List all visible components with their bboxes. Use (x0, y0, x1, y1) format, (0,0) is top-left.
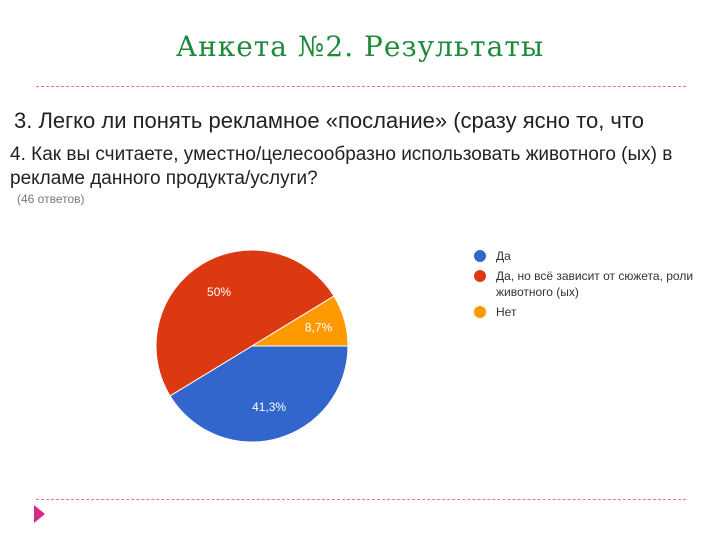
pie-slice-yes-label: 41,3% (252, 400, 286, 414)
bottom-divider (36, 499, 686, 500)
question-3-text: 3. Легко ли понять рекламное «послание» … (14, 108, 644, 133)
play-arrow-icon (34, 505, 45, 523)
legend-item-yes: Да (474, 248, 714, 264)
legend-swatch-no (474, 306, 486, 318)
question-4-text: 4. Как вы считаете, уместно/целесообразн… (10, 144, 673, 189)
legend-swatch-yes-depends (474, 270, 486, 282)
pie-slice-yes (169, 345, 349, 443)
response-count: (46 ответов) (17, 192, 85, 206)
legend-swatch-yes (474, 250, 486, 262)
slide-title: Анкета №2. Результаты (175, 30, 545, 63)
pie-slice-no (250, 295, 349, 347)
legend-label-yes-depends: Да, но всё зависит от сюжета, роли живот… (496, 269, 694, 299)
legend-label-yes: Да (496, 249, 511, 263)
legend-item-yes-depends: Да, но всё зависит от сюжета, роли живот… (474, 268, 714, 300)
top-divider (36, 86, 686, 87)
pie-slice-yes-depends-label: 50% (207, 285, 231, 299)
legend-label-no: Нет (496, 305, 517, 319)
pie-slice-no-label: 8,7% (305, 320, 333, 334)
pie-slice-yes-depends (155, 249, 335, 397)
legend-item-no: Нет (474, 304, 714, 320)
chart-legend: Да Да, но всё зависит от сюжета, роли жи… (474, 248, 714, 324)
